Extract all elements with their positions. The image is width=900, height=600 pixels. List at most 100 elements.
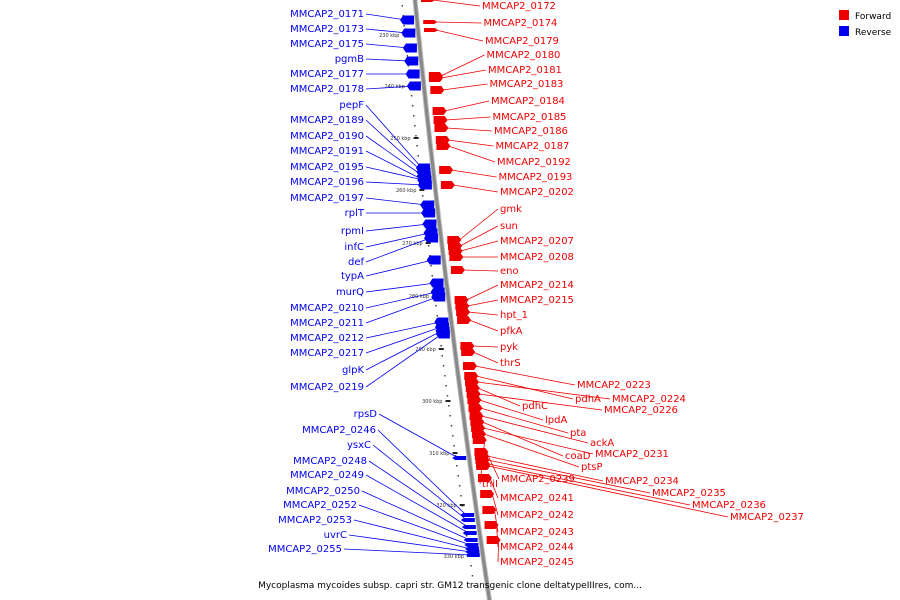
reverse-gene-label-mmcap2-0191[interactable]: MMCAP2_0191 xyxy=(290,146,364,157)
forward-gene-label-pdha[interactable]: pdhA xyxy=(575,394,601,405)
forward-gene-label-mmcap2-0224[interactable]: MMCAP2_0224 xyxy=(612,394,686,405)
reverse-gene-label-mmcap2-0253[interactable]: MMCAP2_0253 xyxy=(278,515,352,526)
forward-gene-label-mmcap2-0243[interactable]: MMCAP2_0243 xyxy=(500,527,574,538)
forward-feature-mmcap2-0237[interactable] xyxy=(476,462,491,470)
forward-gene-label-mmcap2-0214[interactable]: MMCAP2_0214 xyxy=(500,280,574,291)
reverse-gene-label-mmcap2-0246[interactable]: MMCAP2_0246 xyxy=(302,425,376,436)
reverse-gene-label-mmcap2-0248[interactable]: MMCAP2_0248 xyxy=(293,456,367,467)
forward-feature-lpda[interactable] xyxy=(467,396,482,404)
reverse-gene-label-murq[interactable]: murQ xyxy=(336,287,364,298)
reverse-gene-label-pepf[interactable]: pepF xyxy=(339,100,364,111)
forward-gene-label-pfka[interactable]: pfkA xyxy=(500,326,523,337)
reverse-gene-label-mmcap2-0195[interactable]: MMCAP2_0195 xyxy=(290,162,364,173)
reverse-feature-pgmb[interactable] xyxy=(404,56,419,66)
reverse-gene-label-mmcap2-0190[interactable]: MMCAP2_0190 xyxy=(290,131,364,142)
forward-gene-label-mmcap2-0184[interactable]: MMCAP2_0184 xyxy=(491,96,565,107)
reverse-feature-rplt[interactable] xyxy=(421,208,436,218)
forward-gene-label-mmcap2-0231[interactable]: MMCAP2_0231 xyxy=(595,449,669,460)
reverse-feature-mmcap2-0252[interactable] xyxy=(464,543,479,547)
forward-gene-label-hpt-1[interactable]: hpt_1 xyxy=(500,310,528,321)
forward-gene-label-mmcap2-0193[interactable]: MMCAP2_0193 xyxy=(499,172,573,183)
reverse-gene-label-mmcap2-0211[interactable]: MMCAP2_0211 xyxy=(290,318,364,329)
forward-gene-label-mmcap2-0181[interactable]: MMCAP2_0181 xyxy=(488,65,562,76)
reverse-gene-label-rpmi[interactable]: rpmI xyxy=(341,226,364,237)
forward-gene-label-mmcap2-0180[interactable]: MMCAP2_0180 xyxy=(487,50,561,61)
reverse-feature-ysxc[interactable] xyxy=(460,518,475,522)
forward-feature-mmcap2-0243[interactable] xyxy=(482,506,497,514)
reverse-feature-mmcap2-0211[interactable] xyxy=(431,292,446,302)
forward-feature-thrs[interactable] xyxy=(461,348,476,356)
reverse-feature-mmcap2-0173[interactable] xyxy=(401,28,416,38)
forward-gene-label-mmcap2-0187[interactable]: MMCAP2_0187 xyxy=(496,141,570,152)
reverse-gene-label-rplt[interactable]: rplT xyxy=(345,208,365,219)
forward-feature-mmcap2-0245[interactable] xyxy=(486,536,501,544)
forward-gene-label-mmcap2-0172[interactable]: MMCAP2_0172 xyxy=(482,1,556,12)
forward-gene-label-ptsp[interactable]: ptsP xyxy=(581,462,603,473)
forward-gene-label-mmcap2-0226[interactable]: MMCAP2_0226 xyxy=(604,405,678,416)
reverse-feature-rpsd[interactable] xyxy=(452,456,467,460)
forward-feature-pfka[interactable] xyxy=(457,316,472,324)
reverse-gene-label-mmcap2-0217[interactable]: MMCAP2_0217 xyxy=(290,348,364,359)
forward-feature-mmcap2-0244[interactable] xyxy=(484,521,499,529)
reverse-gene-label-mmcap2-0196[interactable]: MMCAP2_0196 xyxy=(290,177,364,188)
forward-gene-label-mmcap2-0186[interactable]: MMCAP2_0186 xyxy=(494,126,568,137)
forward-feature-thii[interactable] xyxy=(472,436,487,444)
reverse-gene-label-mmcap2-0177[interactable]: MMCAP2_0177 xyxy=(290,69,364,80)
reverse-feature-mmcap2-0178[interactable] xyxy=(406,81,421,91)
forward-gene-label-sun[interactable]: sun xyxy=(500,221,518,232)
reverse-gene-label-mmcap2-0255[interactable]: MMCAP2_0255 xyxy=(268,544,342,555)
forward-gene-label-mmcap2-0244[interactable]: MMCAP2_0244 xyxy=(500,542,574,553)
forward-feature-mmcap2-0208[interactable] xyxy=(449,253,464,261)
forward-gene-label-mmcap2-0237[interactable]: MMCAP2_0237 xyxy=(730,512,804,523)
reverse-gene-label-mmcap2-0250[interactable]: MMCAP2_0250 xyxy=(286,486,360,497)
forward-gene-label-thrs[interactable]: thrS xyxy=(500,358,521,369)
forward-gene-label-mmcap2-0239[interactable]: MMCAP2_0239 xyxy=(501,474,575,485)
reverse-feature-def[interactable] xyxy=(424,233,439,243)
forward-gene-label-mmcap2-0245[interactable]: MMCAP2_0245 xyxy=(500,557,574,568)
reverse-feature-mmcap2-0249[interactable] xyxy=(462,531,477,535)
forward-feature-mmcap2-0174[interactable] xyxy=(423,20,438,24)
forward-gene-label-pyk[interactable]: pyk xyxy=(500,342,518,353)
reverse-feature-mmcap2-0197[interactable] xyxy=(420,200,435,210)
forward-feature-mmcap2-0179[interactable] xyxy=(424,28,439,32)
reverse-gene-label-mmcap2-0249[interactable]: MMCAP2_0249 xyxy=(290,470,364,481)
reverse-gene-label-mmcap2-0173[interactable]: MMCAP2_0173 xyxy=(290,24,364,35)
forward-feature-mmcap2-0223[interactable] xyxy=(462,362,477,370)
forward-gene-label-mmcap2-0183[interactable]: MMCAP2_0183 xyxy=(490,79,564,90)
forward-feature-mmcap2-0185[interactable] xyxy=(433,116,448,124)
forward-gene-label-mmcap2-0242[interactable]: MMCAP2_0242 xyxy=(500,510,574,521)
forward-gene-label-pdhc[interactable]: pdhC xyxy=(522,401,548,412)
forward-feature-mmcap2-0202[interactable] xyxy=(440,181,455,189)
forward-feature-mmcap2-0186[interactable] xyxy=(434,124,449,132)
forward-feature-mmcap2-0181[interactable] xyxy=(429,74,444,82)
forward-gene-label-lpda[interactable]: lpdA xyxy=(545,415,567,426)
reverse-feature-mmcap2-0219[interactable] xyxy=(435,329,450,339)
reverse-feature-mmcap2-0177[interactable] xyxy=(405,69,420,79)
reverse-feature-rpmi[interactable] xyxy=(422,219,437,229)
reverse-gene-label-infc[interactable]: infC xyxy=(344,242,364,253)
forward-gene-label-mmcap2-0234[interactable]: MMCAP2_0234 xyxy=(605,476,679,487)
forward-gene-label-thii[interactable]: thiI xyxy=(482,479,498,490)
forward-gene-label-mmcap2-0192[interactable]: MMCAP2_0192 xyxy=(497,157,571,168)
reverse-gene-label-def[interactable]: def xyxy=(348,257,365,268)
reverse-feature-mmcap2-0196[interactable] xyxy=(417,180,432,190)
forward-gene-label-eno[interactable]: eno xyxy=(500,266,519,277)
reverse-gene-label-mmcap2-0189[interactable]: MMCAP2_0189 xyxy=(290,115,364,126)
forward-feature-mmcap2-0241[interactable] xyxy=(477,474,492,482)
reverse-gene-label-mmcap2-0178[interactable]: MMCAP2_0178 xyxy=(290,84,364,95)
forward-feature-mmcap2-0184[interactable] xyxy=(432,107,447,115)
forward-feature-mmcap2-0172[interactable] xyxy=(421,0,435,2)
forward-gene-label-mmcap2-0223[interactable]: MMCAP2_0223 xyxy=(577,380,651,391)
forward-gene-label-mmcap2-0236[interactable]: MMCAP2_0236 xyxy=(692,500,766,511)
reverse-feature-typa[interactable] xyxy=(426,255,441,265)
reverse-feature-mmcap2-0248[interactable] xyxy=(461,525,476,529)
reverse-gene-label-glpk[interactable]: glpK xyxy=(342,365,364,376)
reverse-gene-label-mmcap2-0252[interactable]: MMCAP2_0252 xyxy=(283,500,357,511)
reverse-gene-label-mmcap2-0175[interactable]: MMCAP2_0175 xyxy=(290,39,364,50)
reverse-feature-murq[interactable] xyxy=(429,278,444,288)
reverse-feature-mmcap2-0250[interactable] xyxy=(463,538,478,542)
forward-gene-label-mmcap2-0215[interactable]: MMCAP2_0215 xyxy=(500,295,574,306)
forward-feature-mmcap2-0192[interactable] xyxy=(436,142,451,150)
reverse-feature-mmcap2-0246[interactable] xyxy=(460,513,475,517)
forward-gene-label-mmcap2-0185[interactable]: MMCAP2_0185 xyxy=(493,112,567,123)
